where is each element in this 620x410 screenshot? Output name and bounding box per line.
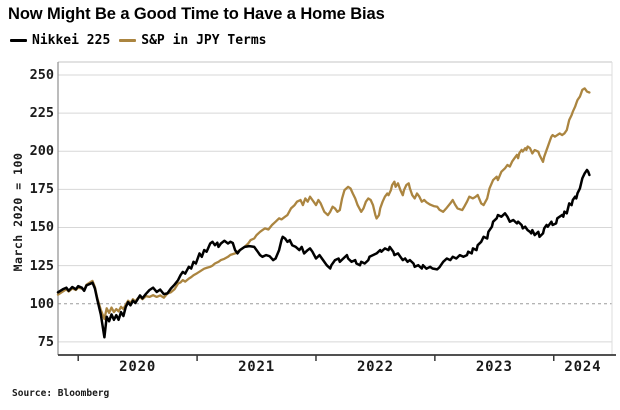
y-tick-label: 150 [29, 219, 54, 236]
legend-label-sp-jpy: S&P in JPY Terms [141, 33, 267, 48]
x-tick-label: 2024 [564, 359, 602, 375]
y-tick-label: 125 [29, 257, 54, 274]
legend-item-sp-jpy: S&P in JPY Terms [119, 33, 267, 48]
series-line-s-p-in-jpy-terms [56, 87, 591, 321]
nikkei-line-swatch [10, 39, 27, 42]
x-tick-label: 2021 [238, 359, 275, 375]
legend-label-nikkei: Nikkei 225 [32, 33, 111, 48]
source-note: Source: Bloomberg [12, 388, 110, 399]
x-tick-label: 2020 [119, 359, 157, 375]
y-tick-label: 200 [29, 143, 54, 160]
x-tick-label: 2022 [356, 359, 394, 375]
legend-item-nikkei: Nikkei 225 [10, 33, 110, 48]
x-tick-label: 2023 [475, 359, 513, 375]
legend: Nikkei 225 S&P in JPY Terms [10, 33, 276, 48]
y-tick-label: 75 [37, 333, 54, 350]
y-tick-label: 100 [29, 295, 54, 312]
series-line-nikkei-225 [56, 168, 591, 339]
y-tick-label: 250 [29, 66, 54, 83]
sp-jpy-line-swatch [119, 39, 137, 42]
y-tick-label: 225 [29, 105, 54, 122]
y-tick-label: 175 [29, 181, 54, 198]
chart-title: Now Might Be a Good Time to Have a Home … [8, 5, 385, 23]
